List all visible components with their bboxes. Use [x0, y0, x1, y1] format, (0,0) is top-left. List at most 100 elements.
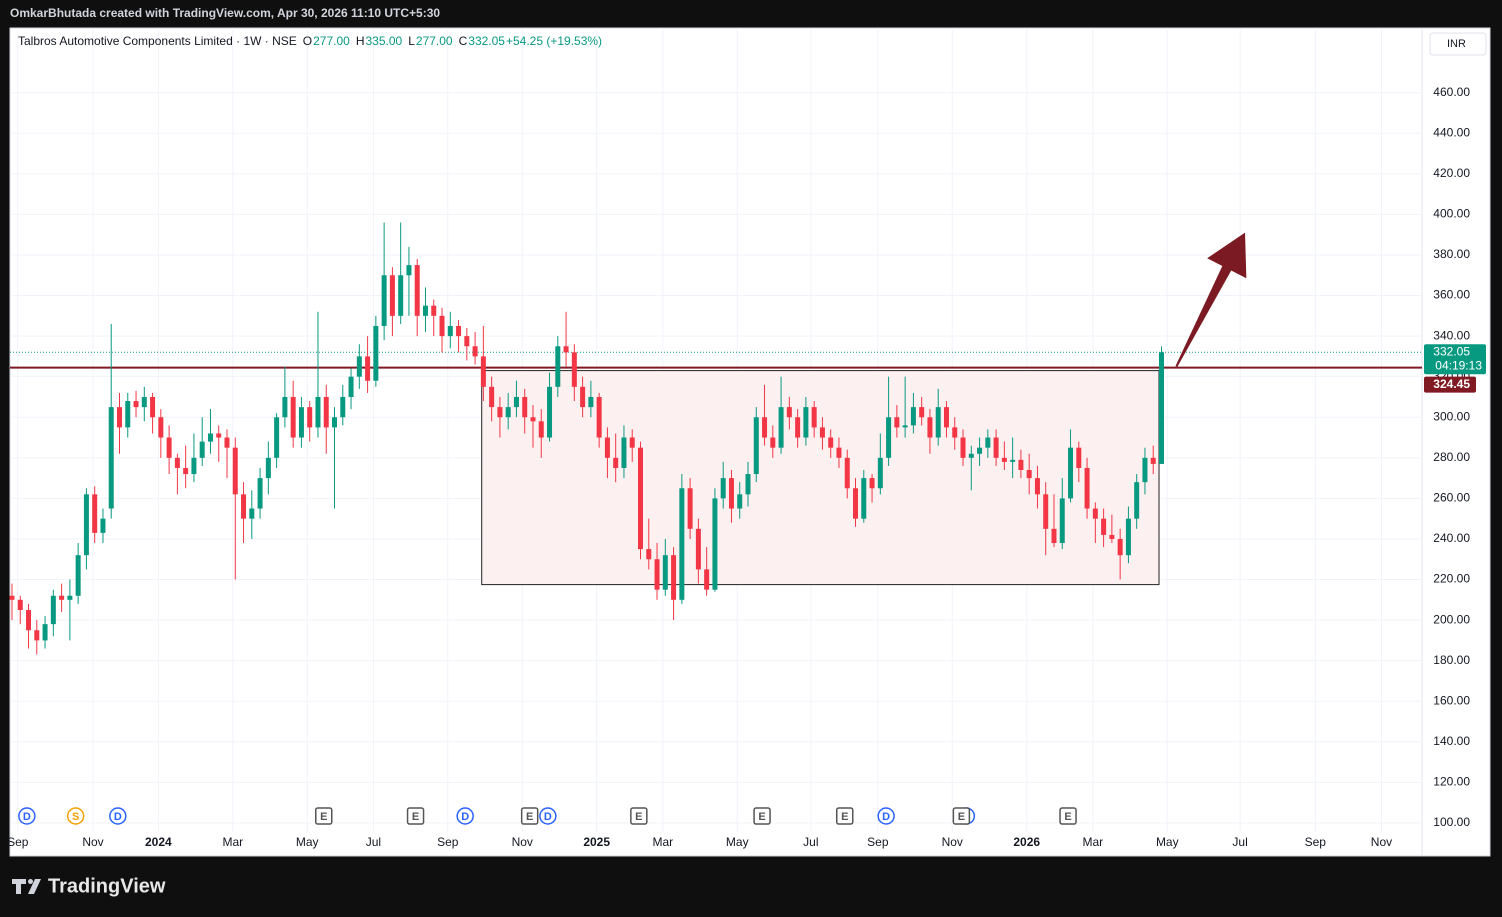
- candle-body: [654, 559, 660, 590]
- y-tick-label: 360.00: [1433, 288, 1470, 302]
- y-tick-label: 140.00: [1433, 734, 1470, 748]
- candle-body: [927, 417, 933, 438]
- candle-body: [141, 396, 147, 408]
- x-tick-label: May: [1156, 835, 1179, 849]
- event-label: E: [958, 811, 965, 823]
- currency[interactable]: INR: [1447, 38, 1466, 50]
- y-tick-label: 440.00: [1433, 125, 1470, 139]
- x-tick-label: Mar: [652, 835, 673, 849]
- x-tick-label: Jul: [366, 835, 381, 849]
- event-marker: [520, 807, 539, 825]
- event-label: E: [412, 811, 419, 823]
- candle-body: [290, 396, 296, 438]
- candle-body: [795, 417, 801, 438]
- currency-button[interactable]: [1429, 32, 1487, 56]
- candle-body: [563, 346, 569, 353]
- candle-body: [100, 518, 106, 533]
- y-tick-label: 180.00: [1433, 653, 1470, 667]
- x-tick-label: Nov: [1371, 835, 1392, 849]
- candle-body: [191, 457, 197, 475]
- candle-body: [778, 407, 784, 448]
- y-tick-label: 120.00: [1433, 775, 1470, 789]
- brand: TradingView: [48, 875, 166, 897]
- x-tick-label: Sep: [1305, 835, 1327, 849]
- candle-body: [1101, 518, 1107, 535]
- candle-body: [960, 437, 966, 458]
- candle-body: [199, 441, 205, 458]
- candle-body: [753, 417, 759, 475]
- candle-body: [422, 305, 428, 316]
- candle-body: [274, 417, 280, 458]
- candle-body: [571, 352, 577, 387]
- candles: [9, 222, 1164, 655]
- x-tick-label: Mar: [1083, 835, 1104, 849]
- legend-item: O: [303, 34, 312, 48]
- candle-body: [646, 549, 652, 560]
- candle-body: [34, 630, 40, 641]
- candle-body: [786, 407, 792, 418]
- candle-body: [166, 437, 172, 458]
- candle-body: [522, 396, 528, 418]
- candle-body: [547, 386, 553, 438]
- price-label: 324.45: [1433, 377, 1470, 391]
- candle-body: [224, 437, 230, 448]
- chart-title: Talbros Automotive Components Limited · …: [18, 34, 297, 48]
- event-label: S: [72, 811, 79, 823]
- x-tick-label: May: [726, 835, 749, 849]
- event-label: D: [23, 811, 31, 823]
- x-tick-label: 2026: [1013, 835, 1040, 849]
- event-marker: [539, 807, 557, 825]
- y-tick-label: 220.00: [1433, 572, 1470, 586]
- event-label: E: [526, 811, 533, 823]
- candle-body: [803, 407, 809, 438]
- y-tick-label: 460.00: [1433, 85, 1470, 99]
- candle-body: [108, 407, 114, 509]
- candle-body: [977, 447, 983, 454]
- candle-body: [381, 275, 387, 326]
- candle-body: [83, 494, 89, 556]
- candle-body: [497, 407, 503, 418]
- legend-item: L: [408, 34, 415, 48]
- candle-body: [257, 478, 263, 509]
- candle-body: [398, 275, 404, 316]
- y-tick-label: 400.00: [1433, 207, 1470, 221]
- event-marker: [877, 807, 895, 825]
- candle-body: [414, 265, 420, 316]
- candle-body: [174, 457, 180, 468]
- legend-item: C: [459, 34, 468, 48]
- candle-body: [629, 437, 635, 448]
- candle-body: [902, 425, 908, 428]
- candle-body: [133, 401, 139, 408]
- candle-body: [480, 356, 486, 387]
- event-marker: [406, 807, 425, 825]
- candle-body: [943, 407, 949, 428]
- y-tick-label: 340.00: [1433, 328, 1470, 342]
- candle-body: [356, 356, 362, 377]
- candle-body: [910, 407, 916, 426]
- legend-item: +54.25 (+19.53%): [506, 34, 602, 48]
- candle-body: [894, 417, 900, 428]
- candle-body: [828, 437, 834, 448]
- chart-legend: Talbros Automotive Components Limited · …: [18, 34, 602, 48]
- candle-body: [332, 417, 338, 428]
- candle-body: [1026, 469, 1032, 479]
- candle-body: [125, 401, 131, 428]
- candle-body: [9, 595, 15, 600]
- candle-body: [728, 478, 734, 509]
- candle-body: [241, 494, 247, 519]
- watermark: OmkarBhutada created with TradingView.co…: [10, 6, 440, 20]
- candle-body: [67, 595, 73, 600]
- candle-body: [389, 275, 395, 316]
- candle-body: [249, 508, 255, 519]
- candle-body: [704, 569, 710, 590]
- logo-mark: [12, 879, 41, 894]
- candle-body: [158, 417, 164, 438]
- event-label: E: [758, 811, 765, 823]
- x-tick-label: Nov: [512, 835, 533, 849]
- candle-body: [555, 346, 561, 387]
- candle-body: [1059, 498, 1065, 544]
- candle-body: [637, 447, 643, 550]
- logo-dot: [28, 879, 33, 884]
- candle-body: [538, 421, 544, 438]
